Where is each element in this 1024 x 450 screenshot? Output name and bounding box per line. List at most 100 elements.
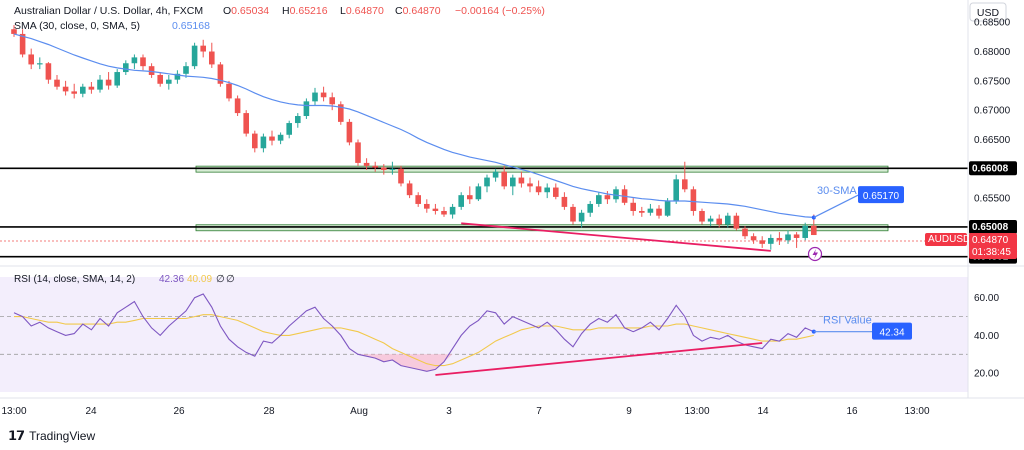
- candle-body: [338, 104, 344, 122]
- candle: [613, 186, 619, 203]
- candle-body: [449, 206, 456, 215]
- candle: [673, 174, 679, 204]
- time-tick-label: Aug: [350, 406, 368, 417]
- price-tick-label: 0.67000: [974, 106, 1011, 117]
- time-tick-label: 7: [536, 406, 542, 417]
- tradingview-logo[interactable]: 𝟭𝟳 TradingView: [8, 428, 95, 444]
- rsi-tick-label: 60.00: [974, 293, 999, 304]
- candle-body: [183, 66, 189, 74]
- candle: [123, 60, 129, 75]
- candle-body: [535, 186, 542, 193]
- candle: [277, 132, 284, 145]
- candle-body: [320, 92, 327, 98]
- candle-body: [750, 236, 757, 241]
- candle-body: [97, 79, 103, 90]
- candle: [363, 158, 370, 170]
- rsi-pane[interactable]: [0, 277, 968, 392]
- currency-button[interactable]: USD: [969, 2, 1007, 22]
- candle-body: [140, 57, 146, 67]
- rsi-background: [0, 277, 968, 392]
- time-tick-label: 16: [846, 406, 858, 417]
- candle-body: [707, 218, 714, 222]
- candle-body: [458, 195, 464, 207]
- sma-value-badge-bg: [858, 186, 904, 204]
- price-tick-label: 0.65500: [974, 194, 1011, 205]
- candle-body: [492, 171, 499, 178]
- candle-body: [398, 168, 404, 184]
- candle-body: [475, 186, 482, 200]
- candle: [458, 192, 464, 210]
- candle-body: [157, 74, 163, 84]
- candle: [62, 80, 69, 96]
- candle-body: [243, 113, 249, 134]
- price-tick-label: 0.68500: [974, 18, 1011, 29]
- candle: [725, 212, 731, 228]
- candle: [252, 130, 258, 153]
- rsi-tick-label: 20.00: [974, 369, 999, 380]
- ohlc-c: C0.64870: [395, 5, 441, 17]
- candle: [553, 183, 559, 200]
- candle: [432, 203, 439, 215]
- main-price-pane[interactable]: [0, 25, 1024, 267]
- level-label-66008-text: 0.66008: [972, 163, 1009, 174]
- price-tick-label: 0.68000: [974, 47, 1011, 58]
- candle: [742, 226, 748, 240]
- candle-body: [260, 136, 267, 149]
- symbol-badge-bg: [925, 233, 967, 247]
- rsi-legend-value: 42.36: [159, 274, 184, 285]
- candle: [716, 214, 722, 228]
- sma-legend-value: 0.65168: [172, 20, 210, 32]
- candle-body: [527, 183, 533, 187]
- candle-body: [209, 51, 215, 65]
- candle-body: [811, 225, 817, 236]
- level-label-65008-bg: [969, 219, 1017, 234]
- candle-body: [561, 196, 568, 207]
- candle-body: [148, 66, 155, 75]
- candle-body: [303, 101, 310, 117]
- candle-body: [174, 73, 181, 80]
- rsi-value-badge: 42.34: [872, 322, 912, 340]
- candle: [105, 72, 112, 90]
- candle: [45, 62, 52, 84]
- rsi-legend-title: RSI (14, close, SMA, 14, 2): [14, 274, 135, 285]
- candle-body: [355, 142, 361, 163]
- candle-body: [19, 33, 26, 55]
- candle: [269, 130, 275, 146]
- time-axis[interactable]: 13:00 24 26 28 Aug 3 7 9 13:00 14 16 13:00: [0, 397, 1024, 417]
- candle-body: [389, 168, 396, 170]
- sma-value-badge-text: 0.65170: [863, 191, 900, 202]
- candle-body: [768, 237, 774, 244]
- symbol-badge: AUDUSD: [925, 233, 970, 247]
- candle-body: [286, 123, 292, 135]
- candle-body: [510, 177, 516, 187]
- candle-body: [45, 63, 52, 80]
- candle: [406, 180, 413, 199]
- candle: [338, 101, 344, 125]
- candle-body: [191, 45, 198, 67]
- candle: [389, 161, 396, 175]
- candle-body: [234, 98, 241, 114]
- candle-body: [484, 177, 490, 187]
- candle-body: [415, 195, 421, 204]
- rsi-line: [13, 293, 815, 372]
- rsi-axis[interactable]: 60.00 40.00 20.00: [974, 293, 999, 379]
- candle: [191, 42, 198, 70]
- sma-line: [13, 33, 814, 218]
- candle: [544, 183, 550, 199]
- candle: [733, 212, 740, 231]
- candle-body: [613, 189, 619, 200]
- candle-body: [277, 134, 284, 141]
- sma-value-badge: 0.65170: [858, 186, 904, 204]
- price-trendline: [461, 222, 771, 252]
- candle-body: [88, 86, 95, 90]
- candle-body: [793, 234, 800, 238]
- overlay-labels: 0.660080.650080.64501AUDUSD0.6487001:38:…: [807, 161, 1017, 340]
- tv-logo-icon: 𝟭𝟳: [8, 428, 25, 443]
- candle: [699, 208, 705, 225]
- candle-body: [501, 171, 507, 187]
- zone-1: [195, 165, 889, 173]
- candle: [647, 203, 654, 216]
- brand-name: TradingView: [29, 429, 96, 443]
- candle: [501, 165, 507, 190]
